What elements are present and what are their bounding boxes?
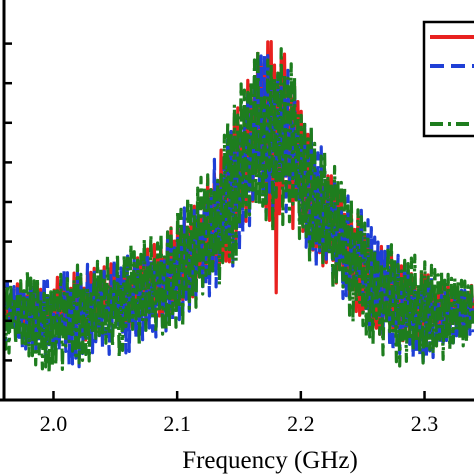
ticks-layer: 2.0 2.1 2.2 2.3 — [4, 42, 439, 436]
x-tick-label-2.1: 2.1 — [163, 411, 191, 436]
series-layer — [4, 40, 474, 375]
axes-frame — [0, 0, 474, 402]
x-tick-label-2.0: 2.0 — [40, 411, 68, 436]
x-tick-label-2.2: 2.2 — [287, 411, 315, 436]
series-line-3 — [4, 47, 474, 375]
legend-box — [422, 20, 474, 138]
x-tick-label-2.3: 2.3 — [411, 411, 439, 436]
x-axis-title: Frequency (GHz) — [182, 447, 358, 474]
legend — [422, 20, 474, 138]
